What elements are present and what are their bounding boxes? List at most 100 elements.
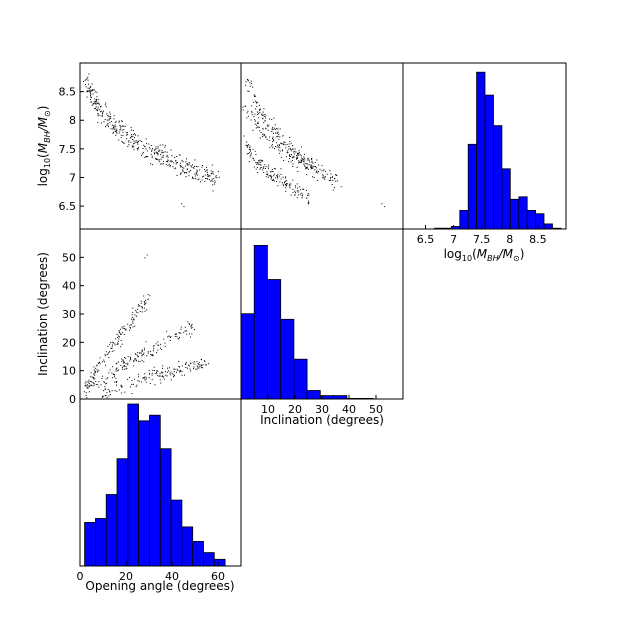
scatter-point [265,128,267,130]
scatter-point [179,336,180,338]
scatter-point [284,183,286,185]
scatter-point [123,362,125,364]
scatter-point [113,115,115,117]
scatter-point [187,321,189,323]
scatter-point [107,345,109,347]
scatter-point [314,166,316,167]
scatter-point [97,106,99,108]
scatter-point [271,176,273,178]
scatter-point [207,175,209,177]
scatter-point [169,372,171,374]
scatter-point [246,146,248,148]
scatter-point [104,119,106,120]
scatter-point [215,176,217,178]
scatter-point [110,128,112,130]
scatter-point [101,396,103,398]
scatter-point [143,307,145,309]
scatter-point [169,367,170,369]
scatter-point [161,376,163,378]
scatter-point [107,389,109,390]
scatter-point [281,142,283,144]
scatter-point [169,160,171,162]
scatter-point [193,366,195,368]
scatter-point [194,165,196,167]
scatter-point [189,323,190,325]
scatter-point [242,109,244,111]
scatter-point [207,173,209,175]
scatter-point [111,121,113,122]
scatter-point [301,195,303,197]
scatter-point [258,160,260,162]
scatter-point [140,352,142,354]
scatter-point [95,109,97,111]
scatter-point [277,128,279,130]
scatter-point [215,175,217,177]
scatter-point [271,144,273,146]
scatter-point [302,194,304,196]
scatter-point [253,158,255,160]
scatter-point [259,112,261,114]
scatter-point [142,377,144,379]
scatter-point [141,307,143,309]
scatter-point [92,89,94,91]
scatter-point [307,202,309,204]
scatter-point [180,173,182,174]
scatter-point [96,91,98,93]
scatter-point [99,111,101,113]
scatter-point [141,359,143,361]
histogram-bar [213,558,226,567]
scatter-point [112,342,114,344]
scatter-point [257,162,258,164]
scatter-point [168,370,170,372]
scatter-point [115,128,117,130]
scatter-point [130,356,131,358]
scatter-point [90,85,92,87]
scatter-point [111,390,113,392]
scatter-point [95,103,97,105]
scatter-point [162,161,164,162]
scatter-point [276,133,278,134]
scatter-point [163,163,164,165]
scatter-point [179,164,181,166]
scatter-point [199,169,201,171]
scatter-point [211,164,213,166]
scatter-point [91,385,93,387]
scatter-point [284,182,285,184]
scatter-point [307,168,309,170]
scatter-point [116,132,118,134]
scatter-point [160,154,161,156]
scatter-point [271,171,273,173]
scatter-point [103,359,105,361]
histogram-bar [95,518,107,567]
scatter-point [92,93,94,95]
scatter-point [278,146,280,148]
scatter-point [295,192,296,194]
scatter-point [289,184,291,186]
scatter-point [144,376,146,378]
scatter-point [196,172,198,174]
scatter-point [285,156,287,158]
scatter-point [273,132,274,134]
scatter-point [102,113,103,115]
scatter-point [156,352,158,354]
scatter-point [85,395,87,396]
scatter-point [121,120,122,122]
scatter-point [326,173,328,175]
scatter-point [119,125,121,127]
scatter-point [118,389,120,391]
scatter-point [134,358,136,360]
scatter-point [193,167,195,169]
scatter-point [268,124,270,126]
scatter-point [167,159,169,161]
scatter-point [90,90,92,92]
scatter-point [253,166,255,168]
scatter-point [118,361,119,363]
scatter-point [266,174,268,175]
scatter-point [173,376,174,378]
scatter-point [276,180,278,182]
scatter-point [251,113,253,115]
scatter-point [143,144,145,146]
scatter-point [158,151,160,153]
scatter-point [245,81,247,83]
scatter-point [149,372,151,374]
